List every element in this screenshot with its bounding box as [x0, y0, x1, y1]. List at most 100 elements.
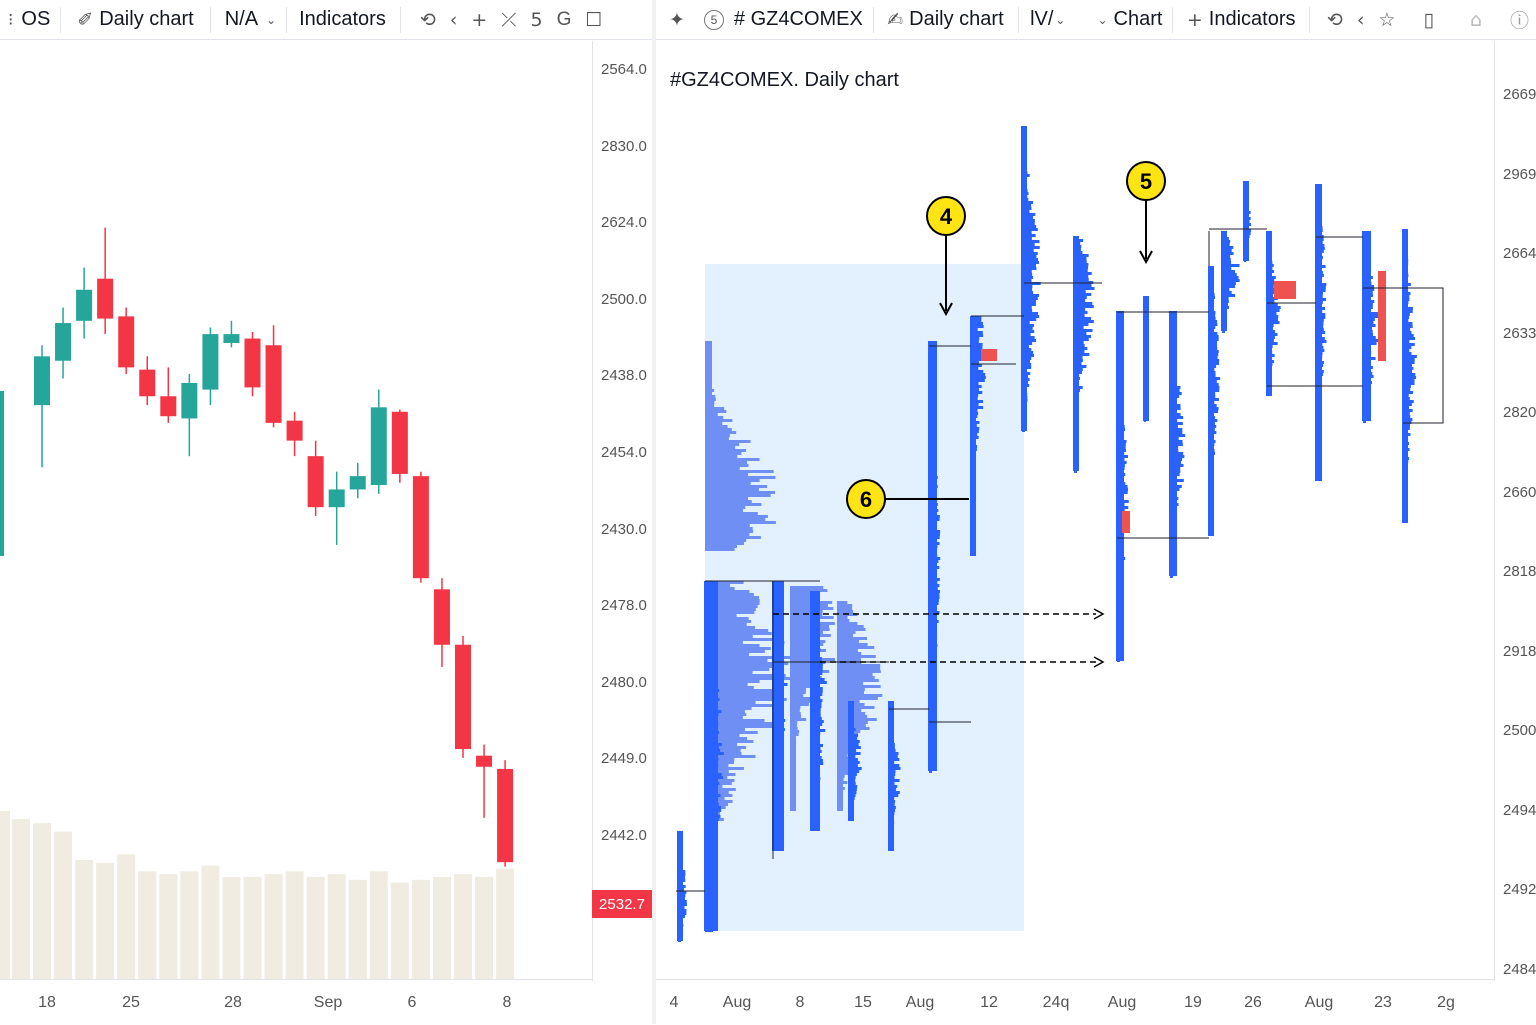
price-tick-label: 2633: [1503, 325, 1536, 342]
volume-bar: [370, 871, 388, 979]
profile-row: [706, 539, 746, 542]
profile-row: [706, 488, 759, 491]
candle-body: [476, 756, 492, 767]
callout-marker: 5: [1127, 162, 1165, 262]
volume-bar: [201, 866, 219, 979]
candlestick-chart: [0, 41, 652, 1024]
tool-icon[interactable]: ⤫: [494, 9, 523, 31]
volume-bar: [496, 869, 514, 980]
volume-bar: [0, 811, 10, 979]
profile-row: [706, 485, 767, 488]
candle: [55, 308, 71, 379]
candle: [308, 441, 324, 516]
candle-body: [350, 476, 366, 489]
replay-icon[interactable]: ⟲: [1320, 9, 1350, 31]
candle-body: [497, 769, 513, 862]
profile-row: [838, 676, 875, 679]
chevron-down-icon: ⌄: [266, 13, 276, 27]
left-chart-type-button[interactable]: N/A ⌄: [211, 0, 286, 40]
profile-row: [838, 718, 877, 721]
left-indicators-button[interactable]: Indicators: [287, 0, 400, 40]
volume-profile: [1116, 311, 1129, 662]
callout-label: 5: [1140, 169, 1152, 194]
candle-body: [308, 456, 324, 507]
more-dots-icon: ⁝: [8, 10, 13, 30]
profile-spine: [1143, 296, 1149, 421]
left-interval-button[interactable]: ✐ Daily chart: [61, 0, 209, 40]
price-tick-label: 2820: [1503, 404, 1536, 421]
profile-row: [791, 649, 826, 652]
price-tick-label: 2624.0: [601, 214, 647, 231]
profile-spine: [848, 701, 854, 821]
volume-bar: [180, 871, 198, 979]
profile-row: [706, 473, 748, 476]
volume-bar: [96, 863, 114, 979]
candle: [455, 636, 471, 758]
right-chart-button[interactable]: ⌄ Chart: [1079, 0, 1172, 40]
candle: [350, 463, 366, 499]
back-arrow-icon[interactable]: ‹: [443, 9, 465, 31]
candle: [97, 228, 113, 335]
candle-body: [202, 334, 218, 389]
time-tick-label: 28: [224, 994, 242, 1012]
profile-row: [706, 449, 746, 452]
phone-icon[interactable]: ▯: [1416, 9, 1440, 31]
profile-row: [706, 452, 741, 455]
time-tick-label: 25: [122, 994, 140, 1012]
price-tick-label: 2918: [1503, 643, 1536, 660]
candle-body: [329, 489, 345, 507]
volume-profile: [1221, 231, 1240, 333]
alert-icon[interactable]: ⓘ: [1503, 6, 1536, 33]
right-interval-button[interactable]: ✍ Daily chart: [873, 0, 1017, 40]
profile-row: [791, 589, 827, 592]
pin-icon[interactable]: ✦: [662, 9, 692, 31]
right-chart-type-button[interactable]: lV/ ⌄: [1018, 0, 1079, 40]
price-tick-label: 2438.0: [601, 367, 647, 384]
square-icon[interactable]: ☐: [578, 9, 609, 31]
poc-marker: [981, 349, 997, 361]
g-icon[interactable]: G: [550, 9, 579, 31]
price-tick-label: 2564.0: [601, 61, 647, 78]
profile-row: [706, 494, 771, 497]
candle: [160, 367, 176, 422]
profile-row: [791, 640, 825, 643]
five-icon[interactable]: 5: [524, 9, 550, 31]
profile-spine: [888, 701, 894, 851]
candle: [223, 321, 239, 348]
star-icon[interactable]: ☆: [1371, 9, 1402, 31]
left-chart-type-label: N/A: [225, 8, 258, 31]
profile-row: [706, 530, 753, 533]
plus-icon[interactable]: +: [464, 9, 494, 31]
right-indicators-button[interactable]: + Indicators: [1173, 0, 1310, 40]
profile-row: [838, 685, 881, 688]
candle-body: [223, 334, 239, 343]
left-indicators-label: Indicators: [299, 8, 386, 31]
time-tick-label: 15: [854, 994, 872, 1012]
candle: [34, 345, 50, 467]
snapshot-icon[interactable]: ⌂: [1463, 9, 1489, 31]
profile-row: [838, 655, 876, 658]
left-symbol-button[interactable]: ⁝ OS: [0, 0, 60, 40]
profile-row: [706, 527, 753, 530]
profile-row: [706, 461, 747, 464]
candle: [476, 745, 492, 818]
replay-icon[interactable]: ⟲: [413, 9, 443, 31]
circle-number-icon: 5: [704, 10, 724, 30]
price-tick-label: 2818: [1503, 563, 1536, 580]
chevron-down-icon: ⌄: [1055, 13, 1065, 27]
profile-spine: [1116, 311, 1124, 661]
back-arrow-icon[interactable]: ‹: [1350, 9, 1372, 31]
profile-spine: [1221, 231, 1227, 331]
right-symbol-button[interactable]: 5 # GZ4COMEX: [692, 0, 873, 40]
right-chart-label: Chart: [1114, 8, 1163, 31]
chevron-down-icon: ⌄: [1097, 13, 1107, 27]
time-tick-label: 23: [1374, 994, 1392, 1012]
time-tick-label: 26: [1244, 994, 1262, 1012]
callout-label: 4: [940, 204, 953, 229]
